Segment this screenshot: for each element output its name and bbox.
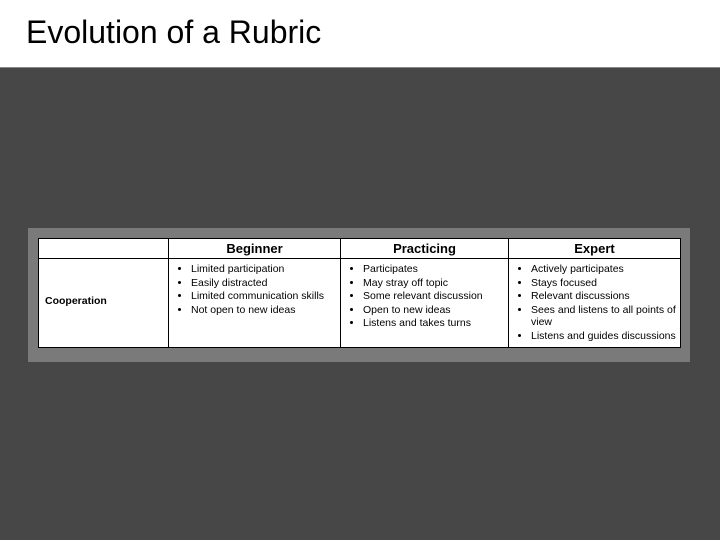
list-item: Open to new ideas — [363, 304, 504, 317]
expert-list: Actively participates Stays focused Rele… — [513, 263, 676, 343]
header-beginner: Beginner — [169, 239, 341, 259]
header-practicing: Practicing — [341, 239, 509, 259]
list-item: Limited participation — [191, 263, 336, 276]
list-item: Some relevant discussion — [363, 290, 504, 303]
header-expert: Expert — [509, 239, 681, 259]
cell-expert: Actively participates Stays focused Rele… — [509, 259, 681, 348]
list-item: Limited communication skills — [191, 290, 336, 303]
row-label-cooperation: Cooperation — [39, 259, 169, 348]
cell-beginner: Limited participation Easily distracted … — [169, 259, 341, 348]
rubric-table: Beginner Practicing Expert Cooperation L… — [38, 238, 681, 348]
list-item: Relevant discussions — [531, 290, 676, 303]
list-item: May stray off topic — [363, 277, 504, 290]
list-item: Listens and guides discussions — [531, 330, 676, 343]
list-item: Easily distracted — [191, 277, 336, 290]
list-item: Sees and listens to all points of view — [531, 304, 676, 329]
table-row: Cooperation Limited participation Easily… — [39, 259, 681, 348]
list-item: Stays focused — [531, 277, 676, 290]
list-item: Participates — [363, 263, 504, 276]
list-item: Not open to new ideas — [191, 304, 336, 317]
rubric-frame: Beginner Practicing Expert Cooperation L… — [28, 228, 690, 362]
page-title: Evolution of a Rubric — [26, 14, 700, 51]
cell-practicing: Participates May stray off topic Some re… — [341, 259, 509, 348]
practicing-list: Participates May stray off topic Some re… — [345, 263, 504, 330]
list-item: Actively participates — [531, 263, 676, 276]
table-header-row: Beginner Practicing Expert — [39, 239, 681, 259]
header-blank — [39, 239, 169, 259]
title-bar: Evolution of a Rubric — [0, 0, 720, 68]
list-item: Listens and takes turns — [363, 317, 504, 330]
beginner-list: Limited participation Easily distracted … — [173, 263, 336, 316]
